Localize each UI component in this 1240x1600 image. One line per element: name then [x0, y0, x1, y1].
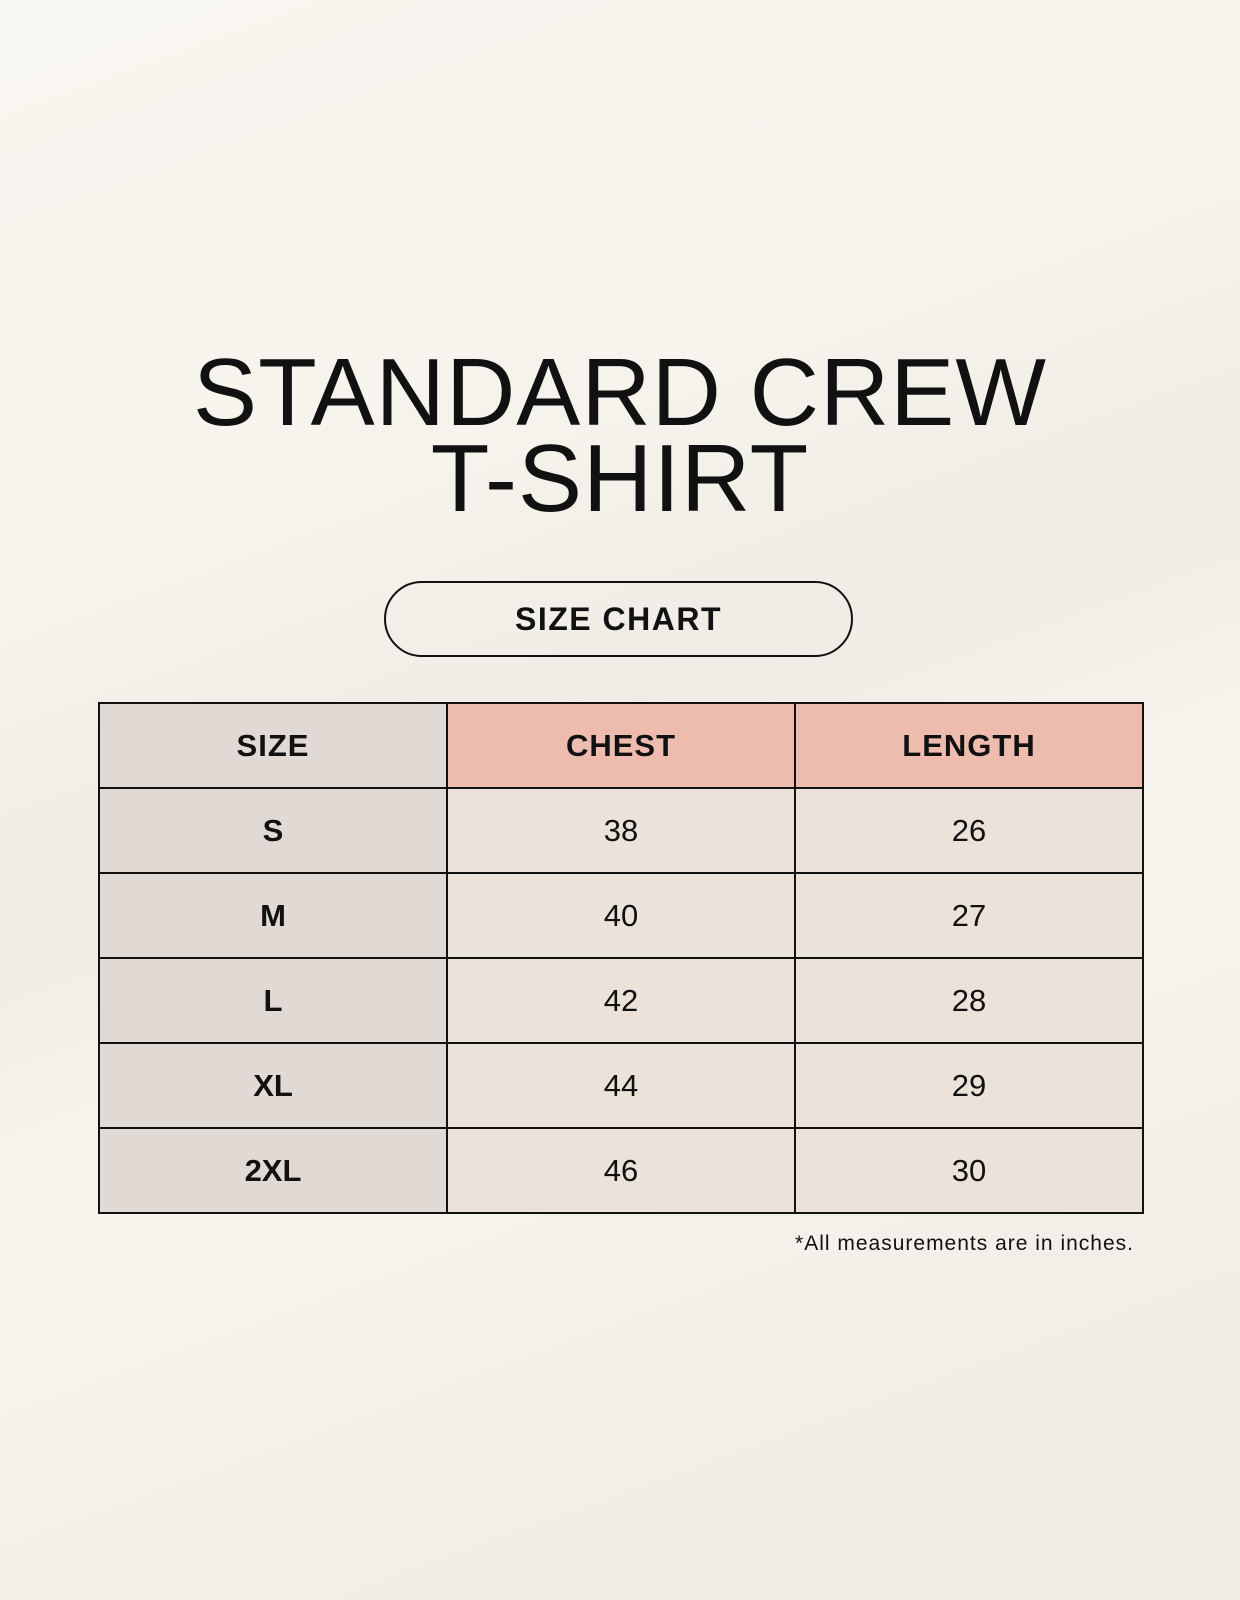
length-cell: 28	[794, 957, 1144, 1044]
table-header-row: SIZE CHEST LENGTH	[98, 702, 1144, 789]
size-cell: M	[98, 872, 448, 959]
header-length: LENGTH	[794, 702, 1144, 789]
page-title: STANDARD CREW T-SHIRT	[0, 339, 1240, 532]
size-cell: S	[98, 787, 448, 874]
table-row: 2XL 46 30	[98, 1127, 1144, 1214]
size-cell: XL	[98, 1042, 448, 1129]
table-row: L 42 28	[98, 957, 1144, 1044]
table-row: S 38 26	[98, 787, 1144, 874]
length-cell: 30	[794, 1127, 1144, 1214]
size-table: SIZE CHEST LENGTH S 38 26 M 40 27 L 42 2…	[98, 702, 1144, 1214]
length-cell: 29	[794, 1042, 1144, 1129]
size-cell: L	[98, 957, 448, 1044]
chest-cell: 40	[446, 872, 796, 959]
table-row: M 40 27	[98, 872, 1144, 959]
header-size: SIZE	[98, 702, 448, 789]
size-cell: 2XL	[98, 1127, 448, 1214]
size-chart-badge: SIZE CHART	[384, 581, 853, 657]
length-cell: 26	[794, 787, 1144, 874]
chest-cell: 42	[446, 957, 796, 1044]
length-cell: 27	[794, 872, 1144, 959]
chest-cell: 44	[446, 1042, 796, 1129]
table-row: XL 44 29	[98, 1042, 1144, 1129]
header-chest: CHEST	[446, 702, 796, 789]
title-line-1: STANDARD CREW	[193, 339, 1047, 446]
title-line-2: T-SHIRT	[430, 425, 810, 532]
chest-cell: 46	[446, 1127, 796, 1214]
measurement-note: *All measurements are in inches.	[795, 1232, 1134, 1255]
chest-cell: 38	[446, 787, 796, 874]
